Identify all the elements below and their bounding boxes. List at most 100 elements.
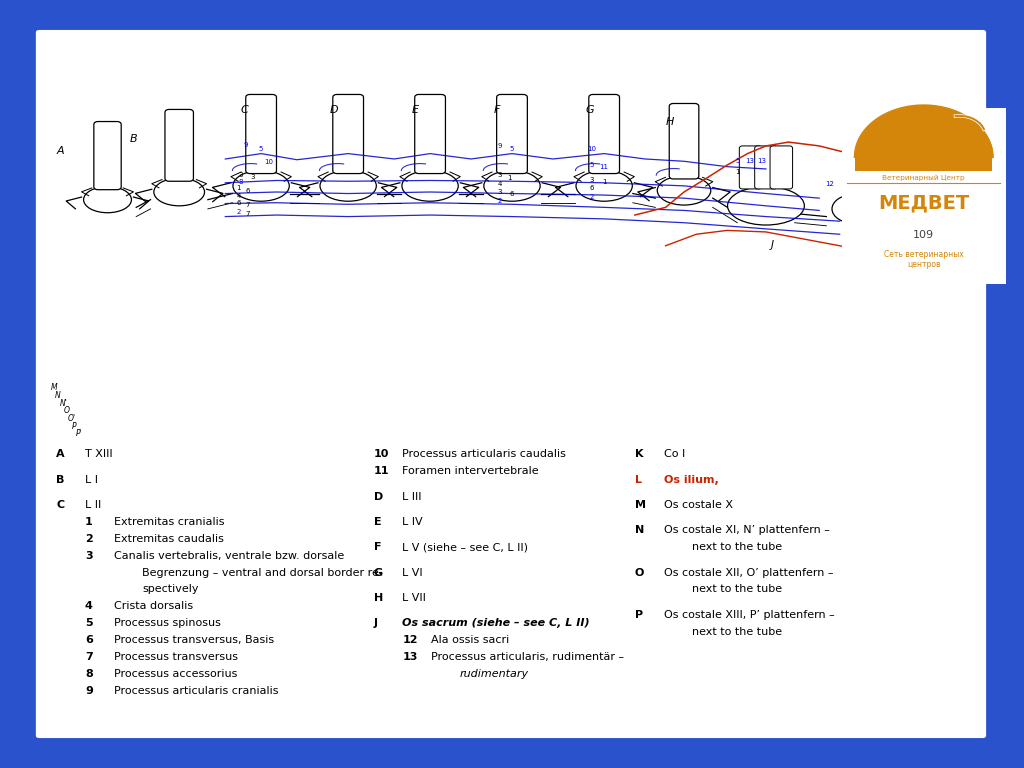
Text: O': O' [68,414,76,423]
Ellipse shape [727,187,805,225]
Text: 13: 13 [402,652,418,662]
Text: next to the tube: next to the tube [692,542,782,552]
Ellipse shape [483,170,541,201]
Text: Foramen intervertebrale: Foramen intervertebrale [402,466,539,476]
Text: 2: 2 [590,194,594,200]
Text: E: E [374,517,381,527]
Text: Ala ossis sacri: Ala ossis sacri [431,635,509,645]
Text: 7: 7 [85,652,93,662]
Text: Os costale XII, O’ plattenfern –: Os costale XII, O’ plattenfern – [664,568,834,578]
Text: 1: 1 [508,174,512,180]
FancyBboxPatch shape [497,94,527,174]
Text: 1: 1 [735,168,739,174]
Text: L': L' [916,227,925,237]
Text: 2: 2 [237,208,241,214]
Text: P: P [72,422,77,431]
Text: P': P' [76,429,83,439]
Ellipse shape [401,170,459,201]
Text: A: A [56,146,63,156]
Bar [855,157,992,171]
Text: 1: 1 [602,179,606,185]
FancyBboxPatch shape [755,146,777,189]
Text: Processus spinosus: Processus spinosus [114,618,220,628]
Text: Os costale XIII, P’ plattenfern –: Os costale XIII, P’ plattenfern – [664,610,835,620]
Text: Processus articularis caudalis: Processus articularis caudalis [402,449,566,459]
Text: 3: 3 [85,551,92,561]
Text: 8: 8 [239,179,243,185]
FancyBboxPatch shape [589,94,620,174]
Text: 9: 9 [85,686,93,696]
Text: P: P [635,610,643,620]
Text: 7: 7 [246,202,250,208]
Text: G: G [586,105,594,115]
Text: 5: 5 [259,145,263,151]
Text: 8: 8 [85,669,93,679]
FancyBboxPatch shape [770,146,793,189]
Text: G: G [374,568,383,578]
Text: D: D [374,492,383,502]
Text: L VI: L VI [402,568,423,578]
Text: 7: 7 [246,210,250,217]
Text: E: E [412,105,419,115]
Text: 6: 6 [237,200,241,206]
Text: N': N' [59,399,68,408]
Text: 6: 6 [510,190,514,197]
Text: C: C [56,500,65,510]
Ellipse shape [233,170,290,201]
Ellipse shape [154,178,205,206]
Text: Os ilium,: Os ilium, [664,475,718,485]
Text: F: F [374,542,381,552]
Text: L IV: L IV [402,517,423,527]
Text: L I: L I [85,475,98,485]
Text: O: O [635,568,644,578]
Text: A: A [56,449,65,459]
Text: L VII: L VII [402,593,426,603]
Text: Processus articularis cranialis: Processus articularis cranialis [114,686,279,696]
Text: F: F [494,105,500,115]
Text: 3: 3 [590,177,594,183]
Text: H: H [666,118,674,127]
Text: Processus transversus, Basis: Processus transversus, Basis [114,635,273,645]
Text: L: L [635,475,642,485]
Text: 12: 12 [825,180,834,187]
Text: K: K [878,194,885,204]
FancyBboxPatch shape [246,94,276,174]
Text: 109: 109 [913,230,934,240]
Text: 5: 5 [735,157,739,164]
Text: K: K [635,449,643,459]
Text: 3: 3 [239,171,243,177]
Text: M: M [635,500,646,510]
Text: next to the tube: next to the tube [692,584,782,594]
Text: 5: 5 [85,618,92,628]
FancyBboxPatch shape [94,121,121,190]
Text: 5: 5 [510,146,514,152]
Ellipse shape [657,176,711,205]
Text: O: O [63,406,70,415]
Text: next to the tube: next to the tube [692,627,782,637]
Text: L: L [916,207,922,217]
FancyBboxPatch shape [842,108,1006,284]
Text: Сеть ветеринарных
центров: Сеть ветеринарных центров [884,250,964,269]
Text: 2: 2 [85,534,93,544]
Text: rudimentary: rudimentary [460,669,529,679]
Text: J: J [374,618,378,628]
Text: 2: 2 [498,197,502,204]
Text: 9: 9 [498,143,502,149]
Ellipse shape [916,130,962,151]
Text: Extremitas caudalis: Extremitas caudalis [114,534,223,544]
Text: 13: 13 [745,157,754,164]
Text: 4: 4 [85,601,93,611]
Text: 6: 6 [85,635,93,645]
Text: L III: L III [402,492,422,502]
Text: B: B [56,475,65,485]
Text: L V (siehe – see C, L II): L V (siehe – see C, L II) [402,542,528,552]
Text: Co I: Co I [664,449,685,459]
Text: Canalis vertebralis, ventrale bzw. dorsale: Canalis vertebralis, ventrale bzw. dorsa… [114,551,344,561]
Text: Os costale X: Os costale X [664,500,732,510]
Text: Begrenzung – ventral and dorsal border re-: Begrenzung – ventral and dorsal border r… [142,568,383,578]
Text: Ветеринарный Центр: Ветеринарный Центр [883,175,965,181]
Text: 1: 1 [85,517,93,527]
Text: 11: 11 [374,466,389,476]
Text: 9: 9 [244,142,248,148]
Text: 3: 3 [251,174,255,180]
